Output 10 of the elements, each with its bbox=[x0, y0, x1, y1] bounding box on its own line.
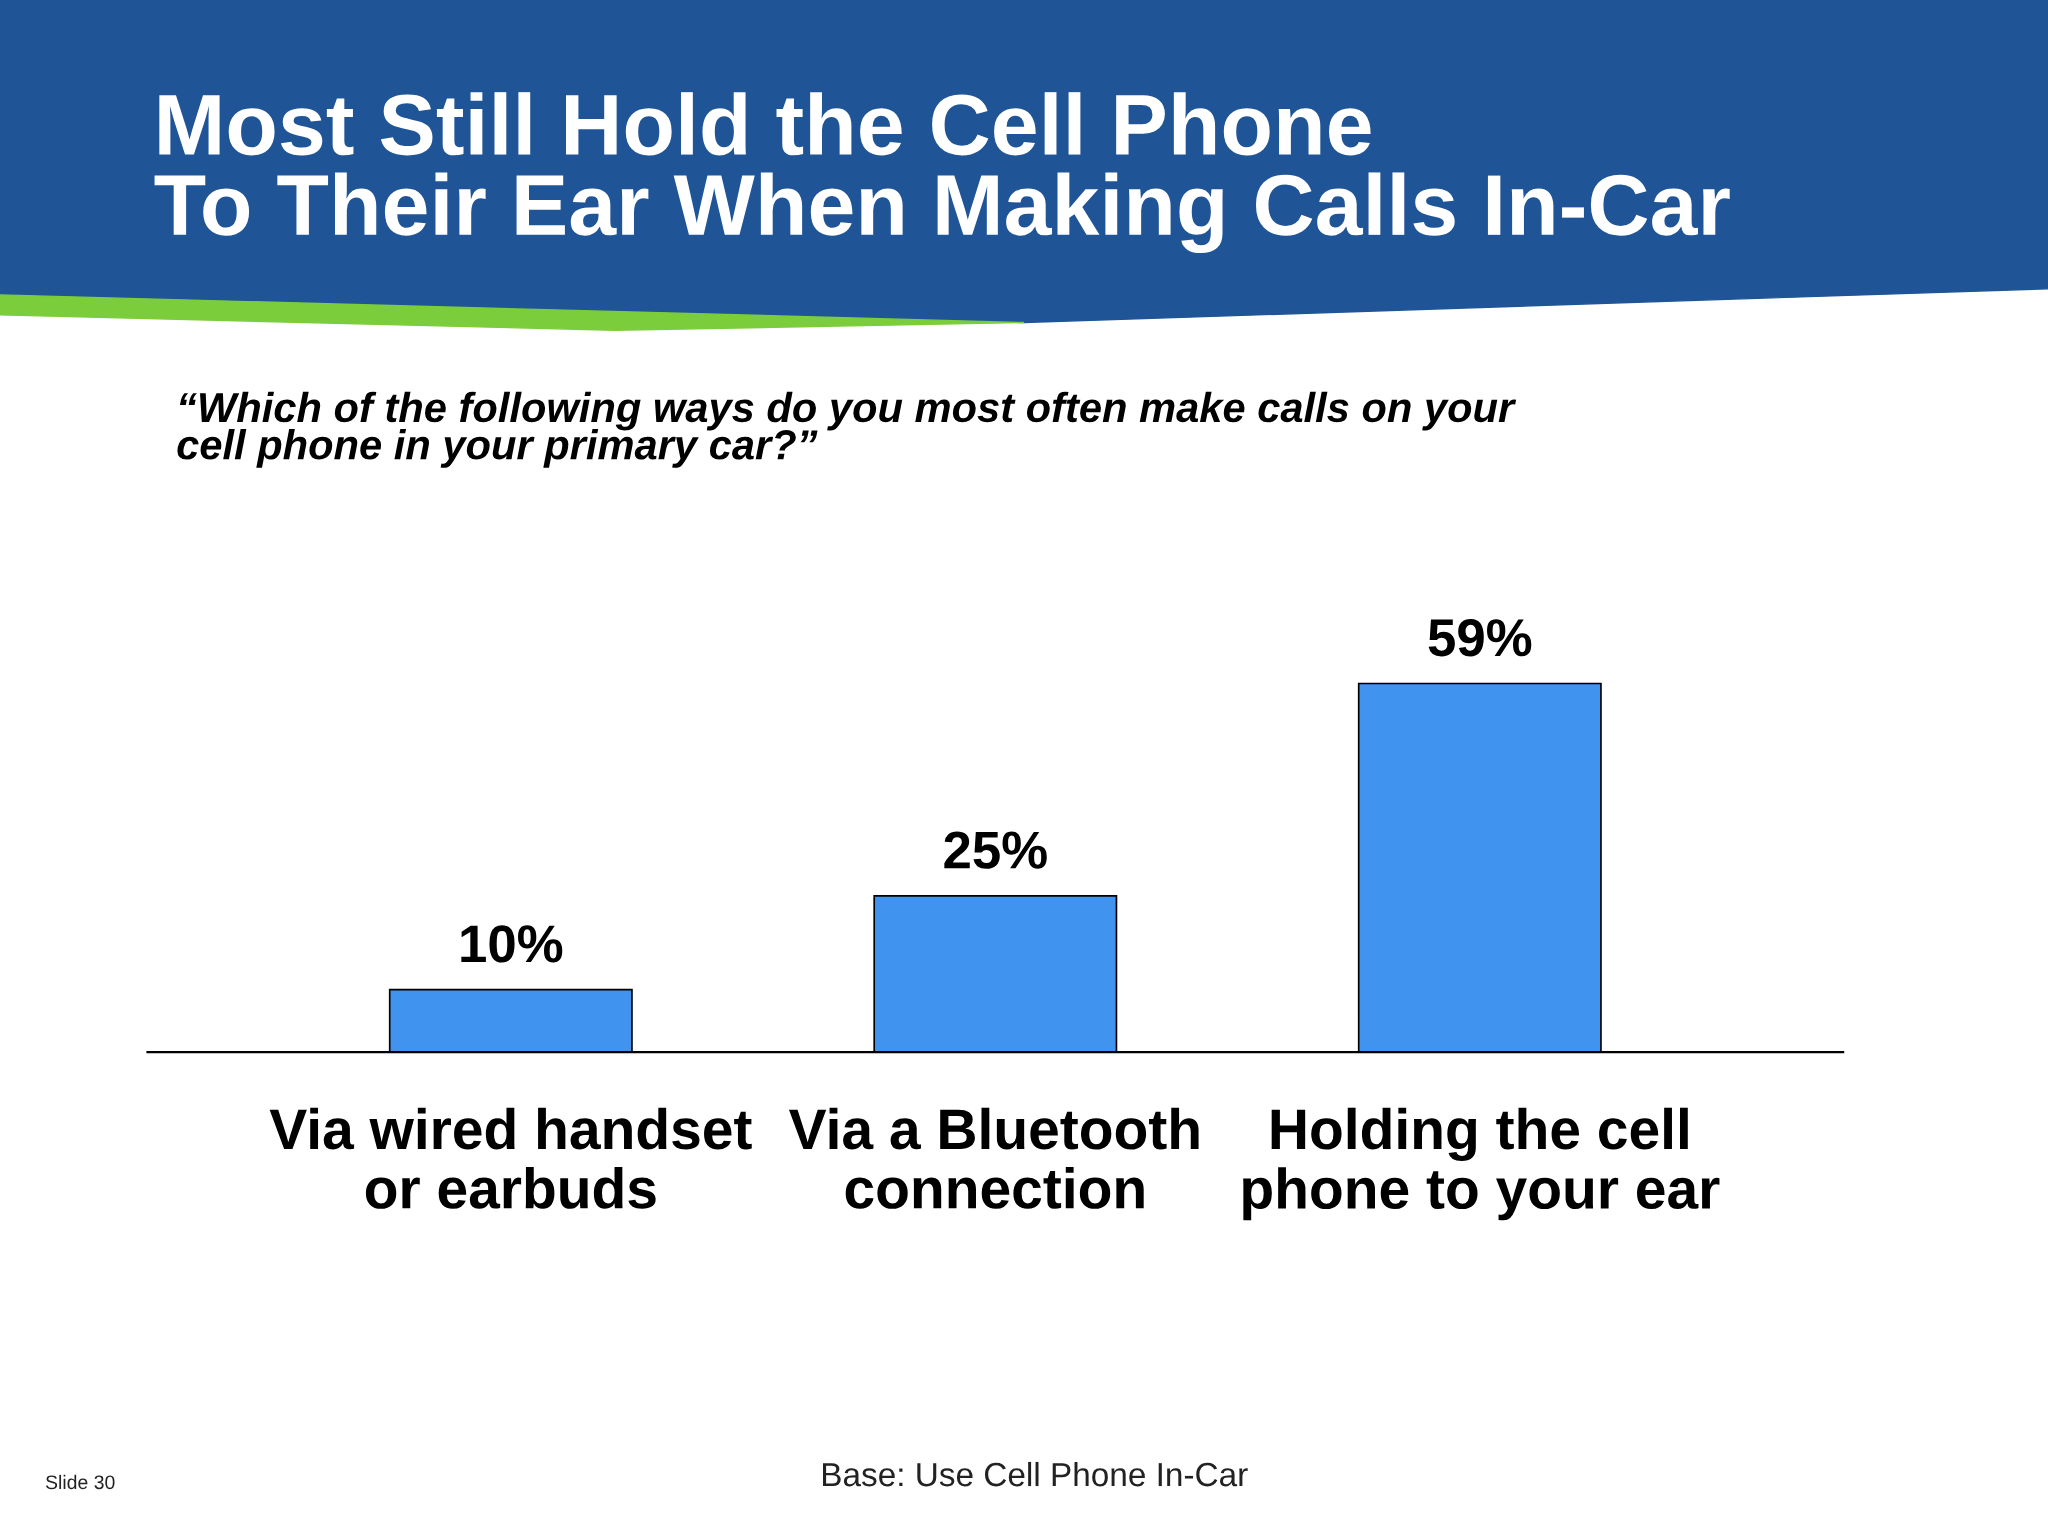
data-label: 10% bbox=[461, 925, 563, 963]
text: Base: Use Cell Phone In-Car bbox=[823, 1461, 1248, 1487]
data-label: 25% bbox=[944, 831, 1047, 869]
text: Slide 30 bbox=[45, 1474, 115, 1490]
data-label: 59% bbox=[1428, 619, 1532, 657]
chart-title: Most Still Hold the Cell Phone To Their Ear When Making Calls In-Car bbox=[154, 92, 1730, 254]
chart-subtitle: “Which of the following ways do you most often make calls on your cell phone in your primary car?” bbox=[177, 391, 1517, 468]
x-tick-label: Via a Bluetooth connection bbox=[789, 1107, 1199, 1209]
x-tick-label: Via wired handset or earbuds bbox=[269, 1107, 752, 1209]
x-tick-label: Holding the cell phone to your ear bbox=[1243, 1107, 1720, 1221]
